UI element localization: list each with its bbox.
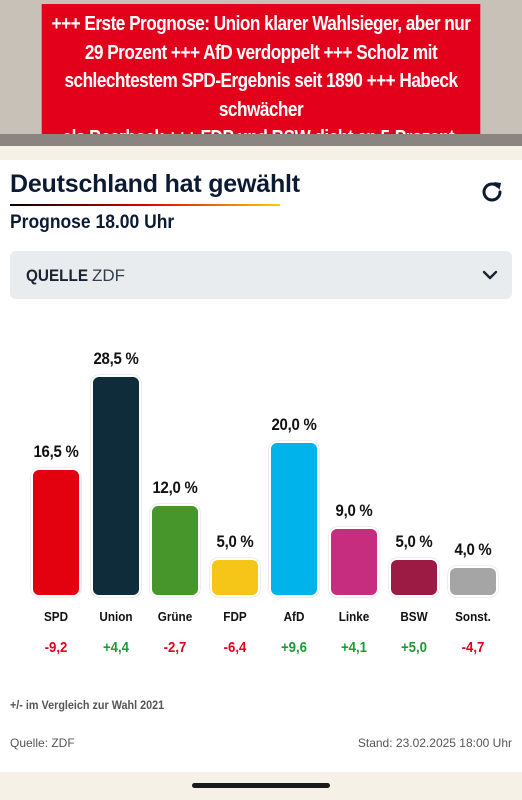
refresh-icon[interactable] [478,178,506,206]
change-label: +4,1 [340,639,368,656]
ticker-line: 29 Prozent +++ AfD verdoppelt +++ Scholz… [84,41,438,64]
chevron-down-icon [482,270,498,280]
change-label: +4,4 [102,639,129,656]
source-value: ZDF [92,266,126,285]
change-label: -6,4 [223,639,247,656]
change-label: +9,6 [281,639,308,656]
page-title: Deutschland hat gewählt [10,170,300,198]
bar-bsw[interactable] [388,558,439,597]
comparison-footnote: +/- im Vergleich zur Wahl 2021 [10,698,165,712]
ticker-line: +++ Erste Prognose: Union klarer Wahlsie… [51,13,471,35]
bar-value-label: 12,0 % [152,477,198,497]
bar-value-label: 9,0 % [335,500,373,520]
bar-value-label: 16,5 % [33,442,79,462]
bar-linke[interactable] [329,526,379,597]
party-label: Union [99,609,133,624]
party-label: SPD [43,609,69,624]
source-label: QUELLE [26,266,89,285]
bar-value-label: 4,0 % [454,539,492,559]
bar-sonst[interactable] [448,565,499,597]
bar-value-label: 5,0 % [395,532,433,552]
bar-value-label: 28,5 % [93,349,139,368]
bar-afd[interactable] [269,441,320,597]
home-indicator[interactable] [192,783,330,788]
ticker-line: schlechtestem SPD-Ergebnis seit 1890 +++… [64,70,458,121]
bar-value-label: 20,0 % [271,415,317,435]
forecast-subtitle: Prognose 18.00 Uhr [10,212,175,233]
timestamp-note: Stand: 23.02.2025 18:00 Uhr [357,736,512,750]
change-label: -4,7 [461,639,485,656]
change-label: +5,0 [400,639,427,656]
bar-grne[interactable] [150,503,201,597]
ticker-text-box: +++ Erste Prognose: Union klarer Wahlsie… [41,4,481,146]
party-label: Linke [338,609,370,624]
title-underline [10,204,280,206]
bar-union[interactable] [90,375,141,597]
party-label: BSW [399,609,428,624]
party-label: Sonst. [455,609,492,624]
bar-spd[interactable] [31,468,81,597]
banner-photo-strip [0,134,522,146]
bar-fdp[interactable] [209,558,260,597]
news-ticker-banner[interactable]: +++ Erste Prognose: Union klarer Wahlsie… [0,0,522,146]
source-dropdown[interactable]: QUELLE ZDF [10,251,512,299]
party-label: Grüne [157,609,193,624]
change-label: -9,2 [44,639,68,656]
party-label: FDP [223,609,247,624]
results-bar-chart: 16,5 % SPD -9,2 28,5 % Union +4,4 12,0 % Grüne -… [0,330,522,670]
party-label: AfD [283,609,305,624]
change-label: -2,7 [163,639,187,656]
bar-value-label: 5,0 % [216,532,254,552]
source-note: Quelle: ZDF [10,736,75,750]
